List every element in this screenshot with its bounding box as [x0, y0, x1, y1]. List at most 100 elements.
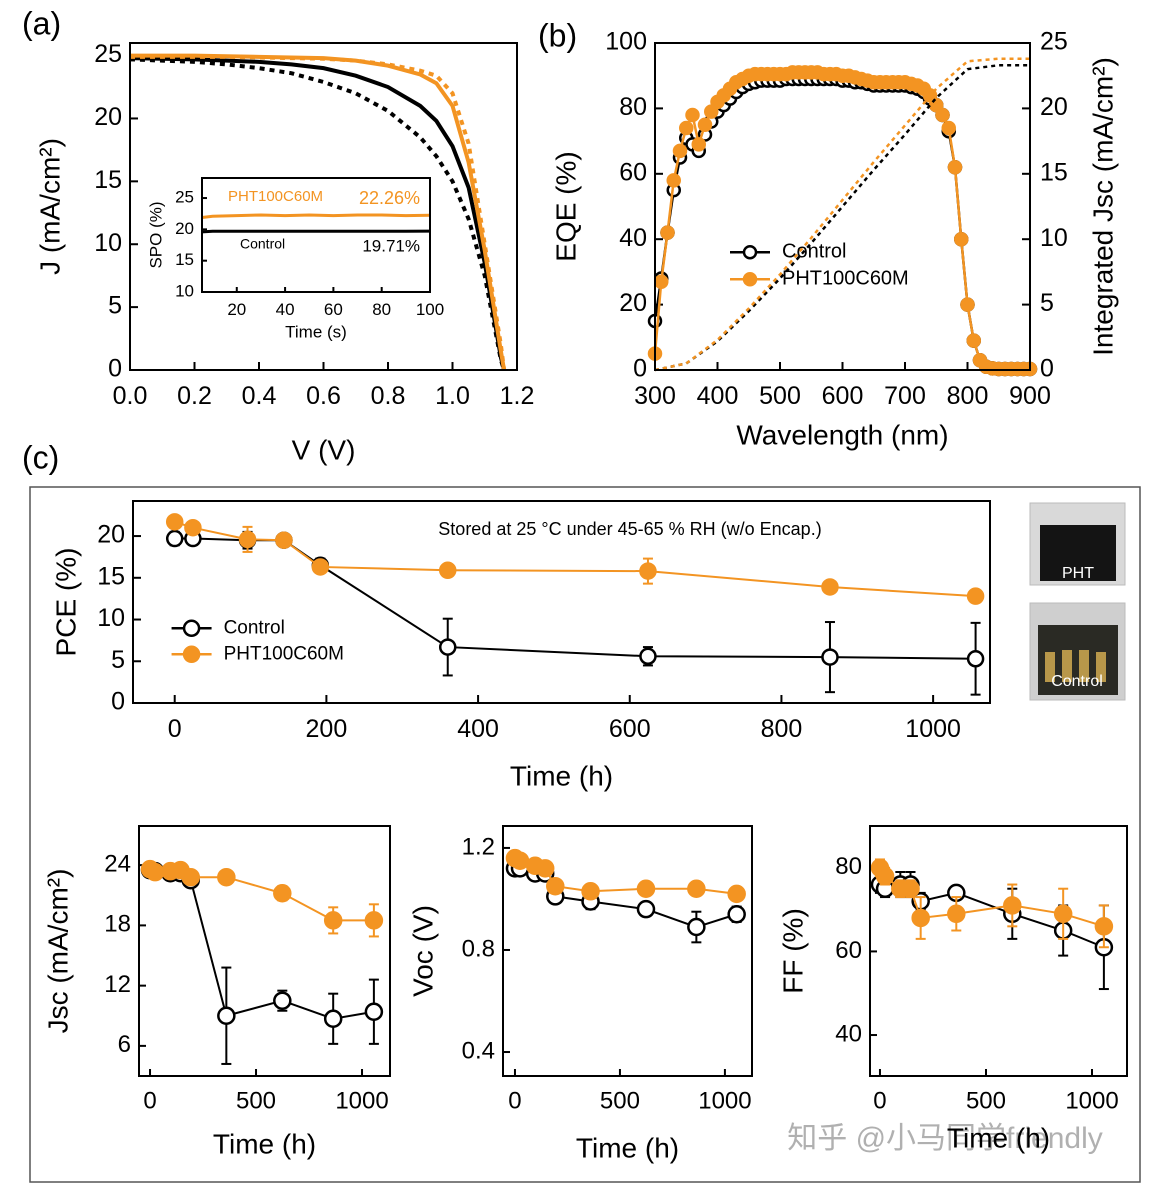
y-tick-label: 60: [835, 937, 862, 964]
x-axis-title: Wavelength (nm): [736, 419, 948, 450]
y-axis-title: Voc (V): [407, 905, 438, 997]
x-tick-label: 400: [457, 715, 499, 743]
marker: [238, 530, 257, 549]
series-line: [654, 63, 1030, 372]
annotation: Stored at 25 °C under 45-65 % RH (w/o En…: [438, 519, 821, 539]
y-tick-label: 18: [104, 911, 131, 938]
marker: [1094, 917, 1114, 936]
y-tick-label: 5: [111, 646, 125, 674]
plot-frame: [132, 500, 991, 704]
marker: [935, 107, 950, 123]
x-tick-label: 100: [416, 300, 444, 319]
marker: [364, 911, 384, 930]
marker: [687, 917, 706, 937]
y-tick-label: 0.4: [462, 1037, 495, 1064]
photo-electrode: [1062, 650, 1072, 682]
y-tick-label: 15: [97, 562, 125, 590]
y2-tick-label: 10: [1040, 224, 1068, 252]
x-tick-label: 500: [966, 1088, 1006, 1115]
x-axis-title: Time (s): [285, 322, 347, 341]
watermark: 知乎 @小马同学friendly: [787, 1122, 1103, 1155]
marker: [184, 518, 202, 537]
series-label: PHT100C60M: [228, 188, 323, 205]
y-tick-label: 0: [111, 688, 125, 716]
legend-label: Control: [224, 617, 285, 638]
x-tick-label: 60: [324, 300, 343, 319]
plot-area: [202, 178, 430, 292]
y-tick-label: 40: [835, 1020, 862, 1047]
y2-tick-label: 5: [1040, 289, 1054, 317]
marker: [821, 648, 839, 666]
x-tick-label: 1000: [335, 1088, 388, 1115]
marker: [323, 911, 343, 930]
y-axis-title: SPO (%): [146, 201, 165, 268]
x-tick-label: 1000: [1065, 1088, 1118, 1115]
marker: [697, 117, 713, 132]
marker: [438, 638, 457, 656]
y-tick-label: 10: [175, 281, 194, 300]
marker: [1053, 904, 1073, 924]
x-tick-label: 1.2: [500, 382, 535, 410]
x-tick-label: 80: [372, 300, 391, 319]
x-tick-label: 20: [227, 300, 246, 319]
y-tick-label: 60: [619, 158, 647, 186]
y-axis-title: EQE (%): [550, 151, 581, 261]
x-tick-label: 600: [822, 382, 864, 410]
marker: [546, 876, 565, 896]
marker: [947, 904, 966, 924]
plot-frame: [502, 825, 753, 1077]
y-axis-title: Jsc (mA/cm²): [42, 869, 73, 1034]
marker: [679, 120, 694, 136]
x-tick-label: 200: [306, 715, 348, 743]
plot-frame: [138, 825, 391, 1077]
y2-axis-title: Integrated Jsc (mA/cm²): [1087, 57, 1118, 356]
annotation: 22.26%: [359, 188, 420, 208]
marker: [581, 882, 600, 901]
marker: [654, 274, 669, 289]
plot-frame: [654, 42, 1031, 371]
y-tick-label: 6: [118, 1031, 131, 1058]
marker: [966, 650, 985, 668]
series-line: [129, 56, 507, 371]
panel-label: (a): [22, 5, 61, 41]
x-tick-label: 0: [143, 1088, 156, 1115]
x-tick-label: 0: [873, 1088, 886, 1115]
plot-area: [655, 43, 1030, 370]
series-line: [130, 53, 507, 371]
y-tick-label: 25: [94, 40, 122, 68]
panel-frame: [29, 486, 1141, 1183]
legend-marker: [742, 245, 758, 260]
marker: [636, 879, 656, 899]
marker: [875, 866, 895, 886]
marker: [510, 851, 530, 870]
panel-label: (c): [22, 439, 59, 475]
series-line: [201, 229, 431, 234]
y-tick-label: 20: [619, 289, 647, 317]
marker: [947, 160, 963, 175]
y-tick-label: 20: [94, 103, 122, 131]
photo: Control: [1029, 602, 1126, 701]
y2-tick-label: 0: [1040, 355, 1054, 383]
y-tick-label: 15: [175, 250, 194, 269]
marker: [941, 120, 956, 136]
marker: [960, 297, 975, 312]
x-tick-label: 0.6: [306, 382, 341, 410]
y2-tick-label: 20: [1040, 93, 1068, 121]
marker: [966, 333, 981, 348]
y-axis-title: FF (%): [777, 908, 808, 994]
series-line: [654, 57, 1030, 372]
marker: [165, 529, 184, 548]
y-tick-label: 40: [619, 224, 647, 252]
photo-label: PHT: [1062, 565, 1094, 582]
legend-marker: [742, 272, 758, 287]
marker: [636, 899, 656, 919]
series-line: [201, 213, 431, 219]
x-tick-label: 800: [947, 382, 989, 410]
panel-label: (b): [538, 17, 577, 53]
y-tick-label: 12: [104, 971, 131, 998]
legend-label: PHT100C60M: [224, 643, 344, 664]
x-axis-title: Time (h): [576, 1132, 679, 1163]
marker: [911, 908, 930, 928]
photo: PHT: [1029, 502, 1126, 586]
